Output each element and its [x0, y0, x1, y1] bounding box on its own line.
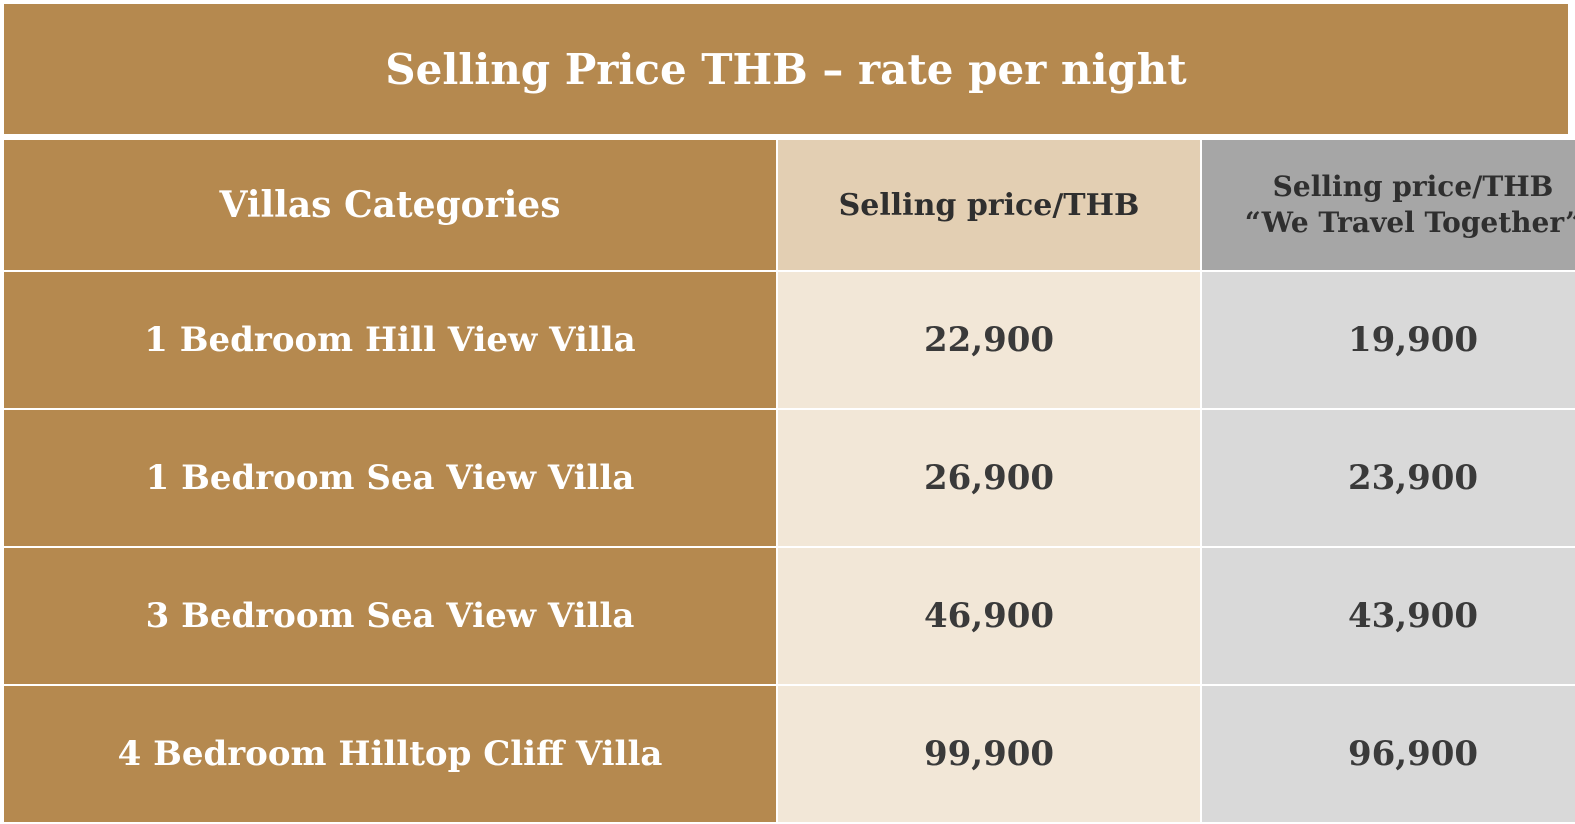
villa-category-cell: 1 Bedroom Hill View Villa	[2, 270, 778, 410]
villa-category-cell: 3 Bedroom Sea View Villa	[2, 546, 778, 686]
selling-price-cell: 46,900	[776, 546, 1202, 686]
we-travel-price-cell: 96,900	[1200, 684, 1575, 824]
price-table: Villas Categories Selling price/THB Sell…	[2, 138, 1575, 824]
selling-price-cell: 99,900	[776, 684, 1202, 824]
selling-price-cell: 22,900	[776, 270, 1202, 410]
selling-price-cell: 26,900	[776, 408, 1202, 548]
header-villas-categories: Villas Categories	[2, 138, 778, 272]
we-travel-price-cell: 43,900	[1200, 546, 1575, 686]
table-row: 1 Bedroom Hill View Villa 22,900 19,900	[2, 270, 1575, 410]
header-we-travel-together: Selling price/THB “We Travel Together”	[1200, 138, 1575, 272]
header-we-travel-line2: “We Travel Together”	[1244, 206, 1575, 239]
we-travel-price-cell: 23,900	[1200, 408, 1575, 548]
page-title: Selling Price THB – rate per night	[4, 4, 1568, 134]
we-travel-price-cell: 19,900	[1200, 270, 1575, 410]
table-row: 3 Bedroom Sea View Villa 46,900 43,900	[2, 546, 1575, 686]
villa-category-cell: 1 Bedroom Sea View Villa	[2, 408, 778, 548]
table-row: 4 Bedroom Hilltop Cliff Villa 99,900 96,…	[2, 684, 1575, 824]
header-we-travel-line1: Selling price/THB	[1272, 169, 1554, 203]
table-header-row: Villas Categories Selling price/THB Sell…	[2, 138, 1575, 272]
table-row: 1 Bedroom Sea View Villa 26,900 23,900	[2, 408, 1575, 548]
villa-category-cell: 4 Bedroom Hilltop Cliff Villa	[2, 684, 778, 824]
header-selling-price: Selling price/THB	[776, 138, 1202, 272]
